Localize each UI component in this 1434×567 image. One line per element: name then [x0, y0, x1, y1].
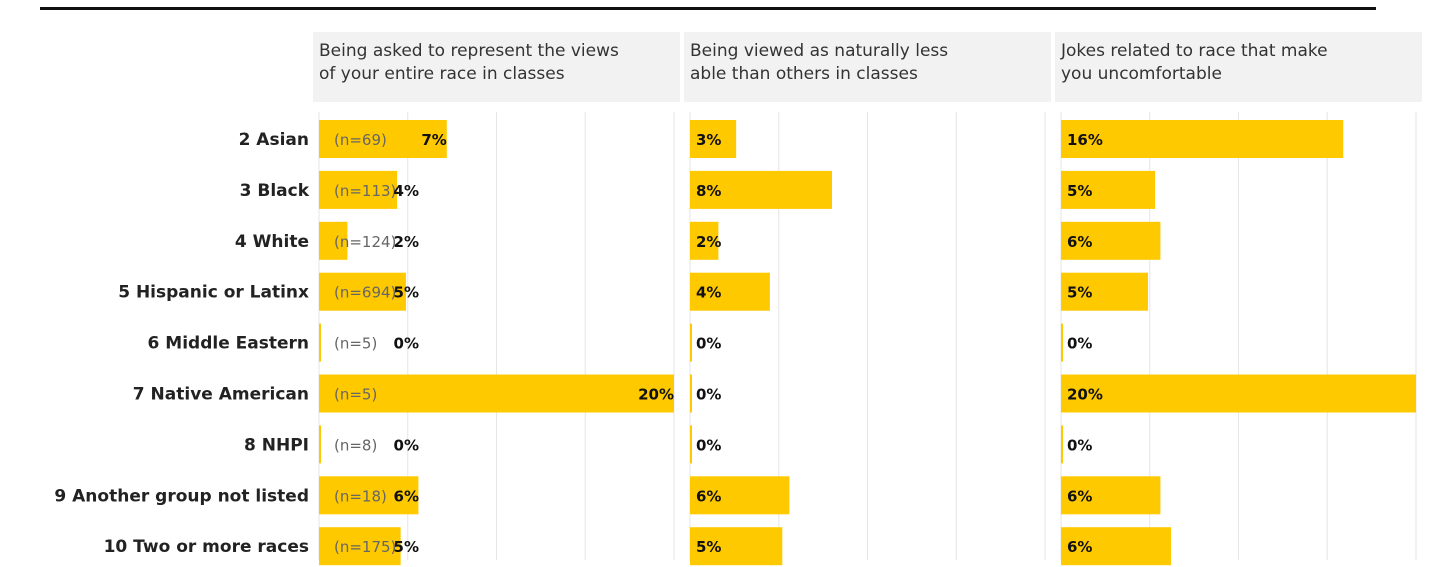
bar — [1061, 527, 1172, 566]
value-label: 0% — [696, 436, 721, 454]
value-label: 6% — [1067, 487, 1092, 505]
category-label: 2 Asian — [239, 130, 309, 150]
bar — [1061, 425, 1063, 464]
panel-title-bg — [313, 32, 680, 102]
bar — [1061, 120, 1344, 158]
bar — [690, 272, 770, 311]
panel-title: of your entire race in classes — [319, 64, 565, 84]
bar — [690, 323, 692, 362]
value-label: 0% — [696, 335, 721, 353]
bar — [690, 120, 737, 158]
bar — [319, 425, 321, 464]
category-label: 8 NHPI — [244, 435, 309, 455]
value-label: 5% — [1067, 182, 1092, 200]
value-label: 6% — [1067, 538, 1092, 556]
bar — [319, 120, 447, 158]
panel-title: you uncomfortable — [1061, 64, 1222, 84]
category-label: 4 White — [235, 232, 309, 252]
category-label: 7 Native American — [133, 385, 309, 405]
value-label: 0% — [696, 386, 721, 404]
panel-title-bg — [684, 32, 1051, 102]
panel-title: Being viewed as naturally less — [690, 41, 948, 61]
bar — [319, 221, 348, 260]
n-label: (n=8) — [334, 436, 377, 454]
bar — [1061, 374, 1416, 413]
bar — [1061, 476, 1161, 515]
category-label: 6 Middle Eastern — [148, 334, 309, 354]
value-label: 5% — [394, 284, 419, 302]
value-label: 6% — [1067, 233, 1092, 251]
value-label: 0% — [1067, 436, 1092, 454]
panel-title: Jokes related to race that make — [1060, 41, 1328, 61]
bar — [319, 476, 419, 515]
value-label: 5% — [1067, 284, 1092, 302]
value-label: 0% — [394, 436, 419, 454]
n-label: (n=5) — [334, 386, 377, 404]
value-label: 7% — [421, 131, 446, 149]
value-label: 0% — [394, 335, 419, 353]
bar — [319, 272, 406, 311]
n-label: (n=124) — [334, 233, 396, 251]
value-label: 8% — [696, 182, 721, 200]
panel-title-bg — [1055, 32, 1422, 102]
bar — [319, 374, 674, 413]
bar — [1061, 170, 1156, 209]
value-label: 4% — [394, 182, 419, 200]
bar — [1061, 272, 1148, 311]
panel-title: Being asked to represent the views — [319, 41, 619, 61]
bar — [690, 425, 692, 464]
n-label: (n=5) — [334, 335, 377, 353]
value-label: 20% — [638, 386, 674, 404]
bar — [1061, 221, 1161, 260]
n-label: (n=694) — [334, 284, 396, 302]
n-label: (n=113) — [334, 182, 396, 200]
bar — [690, 221, 719, 260]
value-label: 16% — [1067, 131, 1103, 149]
bar — [690, 476, 790, 515]
value-label: 20% — [1067, 386, 1103, 404]
top-rule — [40, 7, 1376, 10]
bar — [319, 323, 321, 362]
value-label: 5% — [394, 538, 419, 556]
n-label: (n=69) — [334, 131, 387, 149]
value-label: 4% — [696, 284, 721, 302]
category-label: 10 Two or more races — [104, 537, 309, 557]
bar — [690, 170, 832, 209]
panel-title: able than others in classes — [690, 64, 918, 84]
n-label: (n=18) — [334, 487, 387, 505]
value-label: 5% — [696, 538, 721, 556]
bar — [1061, 323, 1063, 362]
value-label: 3% — [696, 131, 721, 149]
bar — [319, 527, 401, 566]
bar — [319, 170, 398, 209]
category-label: 5 Hispanic or Latinx — [118, 283, 309, 303]
n-label: (n=175) — [334, 538, 396, 556]
value-label: 2% — [696, 233, 721, 251]
category-label: 9 Another group not listed — [54, 486, 309, 506]
value-label: 6% — [394, 487, 419, 505]
value-label: 0% — [1067, 335, 1092, 353]
bar — [690, 374, 692, 413]
value-label: 2% — [394, 233, 419, 251]
value-label: 6% — [696, 487, 721, 505]
category-label: 3 Black — [240, 181, 310, 201]
bar — [690, 527, 783, 566]
